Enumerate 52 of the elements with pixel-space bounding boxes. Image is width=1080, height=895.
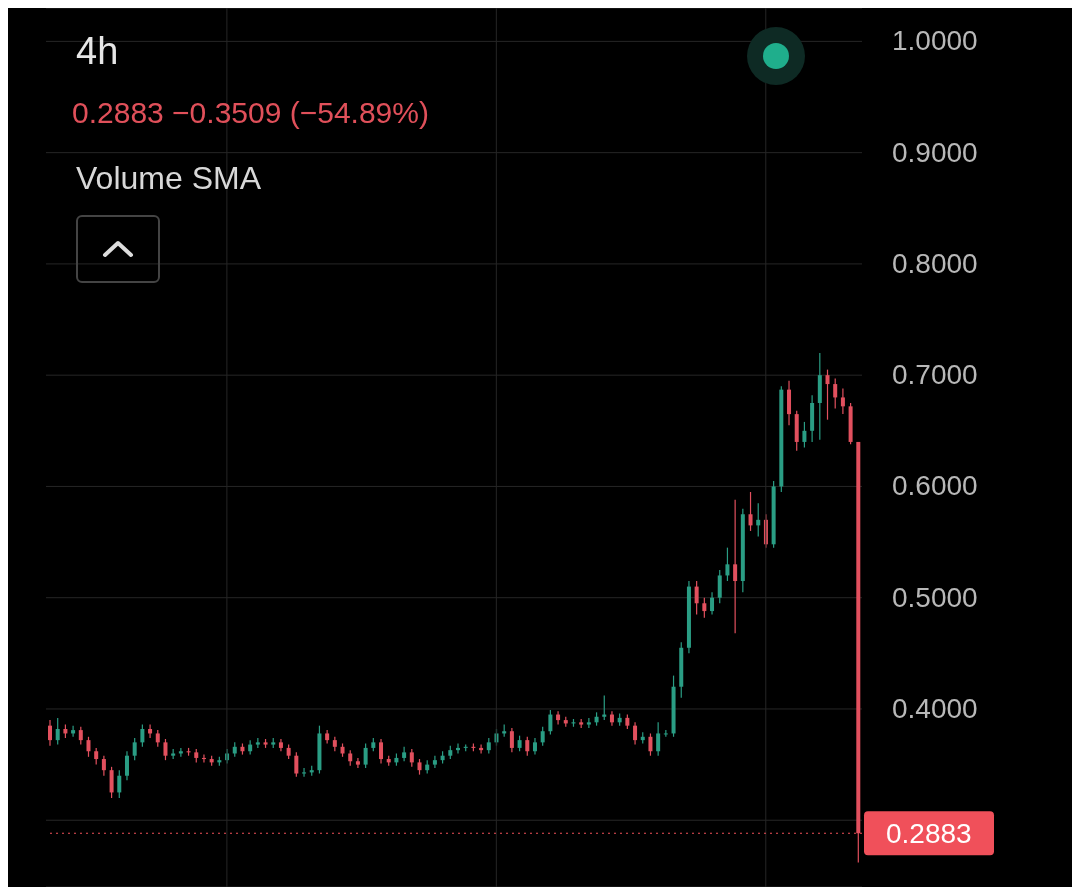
text: 4h: [76, 30, 119, 73]
y-tick-label: 0.8000: [892, 247, 978, 279]
candlestick: [379, 738, 384, 765]
y-tick-label: 0.9000: [892, 136, 978, 168]
candlestick: [756, 502, 761, 538]
y-tick-label: 0.6000: [892, 470, 978, 502]
candlestick: [586, 717, 591, 729]
candlestick: [802, 421, 807, 449]
candlestick: [540, 726, 545, 747]
candlestick: [355, 757, 360, 769]
annotation: Volume SMA: [76, 160, 261, 197]
candlestick: [86, 736, 91, 758]
candlestick: [294, 751, 299, 778]
ref-line-label: 0.2883: [886, 818, 972, 850]
candlestick: [833, 377, 838, 410]
candlestick: [432, 755, 437, 769]
candlestick: [132, 737, 137, 761]
candlestick: [840, 387, 845, 415]
candlestick: [525, 736, 530, 757]
candlestick: [124, 750, 129, 781]
candlestick: [733, 499, 738, 634]
candlestick: [55, 717, 60, 746]
candlestick: [117, 769, 122, 799]
candlestick: [48, 719, 52, 747]
candlestick: [109, 766, 114, 799]
candlestick: [402, 746, 407, 762]
candlestick: [748, 491, 753, 532]
candlestick: [71, 725, 76, 738]
candlestick: [633, 721, 638, 746]
candlestick: [825, 369, 830, 421]
y-tick-label: 0.4000: [892, 692, 978, 724]
y-tick-label: 1.0000: [892, 25, 978, 57]
candlestick: [163, 738, 168, 761]
candlestick: [710, 591, 715, 615]
candlestick: [140, 723, 145, 748]
candlestick: [101, 755, 106, 777]
candlestick: [694, 580, 699, 615]
candlestick: [648, 732, 653, 757]
y-tick-label: 0.7000: [892, 359, 978, 391]
candlestick: [609, 710, 614, 727]
candlestick: [363, 742, 368, 769]
candlestick: [302, 767, 307, 778]
candlestick: [509, 727, 514, 753]
candlestick: [556, 710, 561, 726]
candlestick: [201, 753, 206, 763]
y-tick-label: 0.5000: [892, 581, 978, 613]
candlestick: [656, 721, 661, 757]
candlestick: [717, 569, 722, 604]
candlestick: [702, 597, 707, 619]
text: 0.2883 −0.3509 (−54.89%): [72, 96, 429, 130]
candlestick: [548, 709, 553, 736]
candlestick: [725, 547, 730, 582]
